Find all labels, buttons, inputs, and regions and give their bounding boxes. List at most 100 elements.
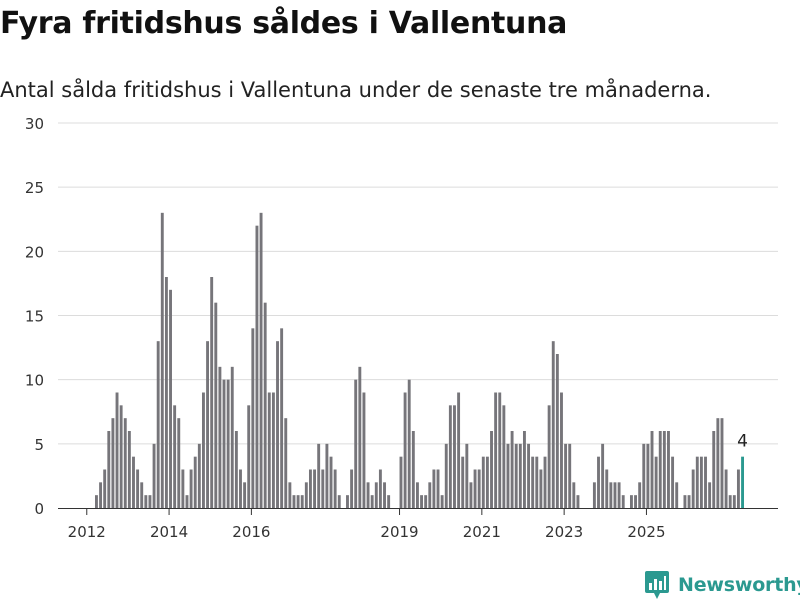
brand-name: Newsworthy (678, 574, 800, 596)
bar (411, 431, 415, 508)
bar (239, 469, 242, 508)
bar (362, 392, 366, 508)
bar (193, 456, 197, 508)
bar (629, 495, 633, 508)
y-tick-label: 10 (25, 372, 44, 390)
bar (712, 431, 716, 508)
bar (732, 495, 736, 508)
bar (605, 469, 609, 508)
bars (95, 212, 744, 509)
bar (432, 469, 436, 508)
bar (160, 212, 164, 508)
bar (494, 392, 498, 508)
bar (103, 469, 107, 508)
bar (284, 418, 288, 508)
bar (263, 302, 267, 508)
bar (222, 379, 226, 508)
bar (189, 469, 193, 508)
chart-subtitle: Antal sålda fritidshus i Vallentuna unde… (0, 78, 712, 102)
bar (214, 302, 218, 508)
x-tick-label: 2019 (380, 523, 418, 541)
y-axis-tick-labels: 0 5 10 15 20 25 30 (25, 115, 44, 518)
x-tick-label: 2023 (545, 523, 583, 541)
bar (271, 392, 275, 508)
bar (638, 482, 642, 508)
bar (560, 392, 563, 508)
bar (510, 431, 514, 508)
bar (650, 431, 654, 508)
bar (502, 405, 506, 508)
bar (115, 392, 119, 508)
bar (148, 495, 152, 508)
bar (346, 495, 349, 508)
bar (185, 495, 189, 508)
bar (448, 405, 452, 508)
bar (350, 469, 354, 508)
bar (485, 456, 489, 508)
bar (313, 469, 317, 508)
bar (440, 495, 444, 508)
bar (300, 495, 304, 508)
bar (173, 405, 177, 508)
bar (535, 456, 539, 508)
bar (107, 431, 111, 508)
bar (387, 495, 391, 508)
bar (358, 366, 362, 508)
bar (399, 456, 403, 508)
y-tick-label: 5 (34, 436, 44, 454)
bar (551, 341, 555, 508)
bar (181, 469, 185, 508)
bar (708, 482, 712, 508)
x-tick-label: 2012 (68, 523, 106, 541)
bar (461, 456, 465, 508)
bar (518, 443, 522, 508)
bar (469, 482, 473, 508)
bar (337, 495, 341, 508)
bar (230, 366, 234, 508)
bar (695, 456, 699, 508)
bar (177, 418, 181, 508)
bar (716, 418, 720, 508)
bar (119, 405, 123, 508)
bar (296, 495, 300, 508)
bar (164, 277, 168, 508)
bar (531, 456, 535, 508)
bar (671, 456, 675, 508)
bar (564, 443, 568, 508)
bar (728, 495, 732, 508)
bar (621, 495, 625, 508)
y-tick-label: 25 (25, 179, 44, 197)
bar (259, 212, 263, 508)
bar (140, 482, 144, 508)
bar (251, 328, 255, 508)
bar (403, 392, 407, 508)
bar (415, 482, 419, 508)
bar (634, 495, 637, 508)
bar (329, 456, 333, 508)
bar (576, 495, 580, 508)
bar (699, 456, 703, 508)
x-tick-label: 2025 (627, 523, 665, 541)
bar (378, 469, 382, 508)
bar (527, 443, 531, 508)
bar (428, 482, 432, 508)
bar (370, 495, 374, 508)
bar (457, 392, 461, 508)
bar (658, 431, 662, 508)
bar (123, 418, 127, 508)
bar (720, 418, 724, 508)
bar (255, 225, 259, 509)
bar (675, 482, 679, 508)
y-tick-label: 30 (25, 115, 44, 133)
bar (317, 443, 321, 508)
bar (247, 405, 251, 508)
bar (420, 495, 424, 508)
bar (111, 418, 115, 508)
bar (654, 456, 658, 508)
bar (321, 469, 325, 508)
bar (592, 482, 596, 508)
newsworthy-brand: Newsworthy (644, 569, 800, 601)
bar (127, 431, 131, 508)
bar (99, 482, 103, 508)
